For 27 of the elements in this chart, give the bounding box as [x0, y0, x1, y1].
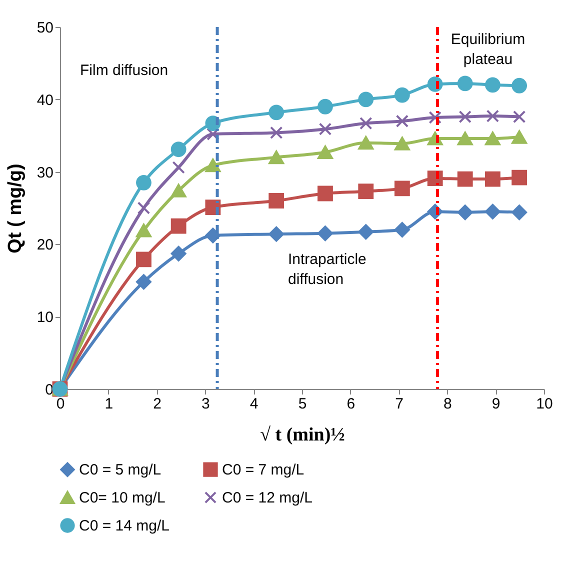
x-tick-label: 10	[536, 396, 553, 412]
legend-label: C0= 10 mg/L	[79, 490, 166, 506]
legend-label: C0 = 12 mg/L	[222, 490, 312, 506]
annotation: Equilibrium plateau	[450, 31, 526, 68]
annotation: Intraparticle diffusion	[288, 251, 366, 288]
x-tick-label: 2	[153, 396, 162, 412]
annotation: Film diffusion	[80, 62, 168, 79]
x-tick-label: 5	[298, 396, 307, 412]
x-tick-label: 8	[444, 396, 452, 412]
y-tick-label: 20	[36, 236, 54, 254]
x-tick-label: 7	[395, 396, 404, 412]
y-tick-label: 10	[36, 309, 54, 326]
x-tick-label: 1	[104, 396, 114, 412]
y-axis-title: Qt ( mg/g)	[4, 164, 26, 254]
x-tick-label: 6	[346, 396, 356, 412]
legend-label: C0 = 5 mg/L	[79, 462, 162, 479]
x-tick-label: 3	[202, 396, 210, 412]
x-tick-label: 0	[56, 396, 65, 412]
y-tick-label: 40	[36, 92, 54, 109]
y-tick-label: 30	[36, 164, 54, 182]
x-axis-title: √ t (min)½	[260, 424, 345, 446]
y-tick-label: 50	[36, 20, 54, 36]
x-tick-label: 4	[250, 396, 258, 412]
y-tick-label: 0	[45, 382, 54, 398]
x-tick-label: 9	[492, 396, 500, 412]
legend-label: C0 = 7 mg/L	[222, 462, 304, 479]
legend-label: C0 = 14 mg/L	[79, 518, 170, 534]
